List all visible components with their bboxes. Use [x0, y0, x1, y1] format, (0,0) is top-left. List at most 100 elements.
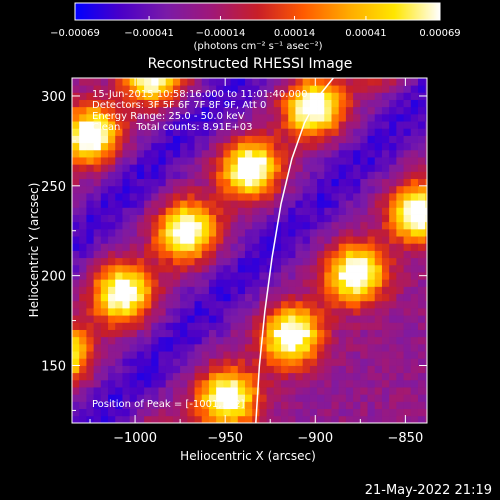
- heatmap-cell: [281, 164, 289, 172]
- heatmap-cell: [172, 135, 181, 144]
- heatmap-cell: [230, 394, 239, 402]
- heatmap-cell: [309, 243, 318, 251]
- heatmap-cell: [93, 221, 102, 230]
- heatmap-cell: [417, 78, 426, 86]
- heatmap-cell: [244, 185, 253, 194]
- heatmap-cell: [158, 315, 167, 323]
- heatmap-cell: [165, 135, 174, 144]
- heatmap-cell: [367, 394, 376, 402]
- heatmap-cell: [100, 358, 109, 366]
- heatmap-cell: [237, 387, 246, 395]
- heatmap-cell: [309, 264, 318, 273]
- heatmap-cell: [266, 286, 275, 295]
- heatmap-cell: [129, 128, 138, 136]
- heatmap-cell: [331, 343, 340, 352]
- heatmap-cell: [338, 365, 347, 374]
- heatmap-cell: [396, 185, 404, 194]
- heatmap-cell: [331, 272, 340, 280]
- heatmap-cell: [79, 149, 87, 158]
- heatmap-cell: [115, 78, 123, 86]
- heatmap-cell: [237, 372, 246, 381]
- heatmap-cell: [374, 178, 383, 187]
- heatmap-cell: [417, 329, 426, 338]
- heatmap-cell: [302, 121, 311, 129]
- heatmap-cell: [79, 343, 87, 352]
- heatmap-cell: [201, 279, 210, 287]
- heatmap-cell: [100, 78, 109, 86]
- heatmap-cell: [288, 243, 296, 251]
- heatmap-cell: [93, 228, 102, 237]
- heatmap-cell: [367, 315, 376, 323]
- heatmap-cell: [259, 78, 268, 86]
- heatmap-cell: [201, 221, 210, 230]
- heatmap-cell: [244, 358, 253, 366]
- heatmap-cell: [309, 293, 318, 302]
- heatmap-cell: [288, 358, 296, 366]
- heatmap-cell: [281, 415, 289, 423]
- heatmap-cell: [374, 272, 383, 280]
- heatmap-cell: [216, 372, 224, 381]
- heatmap-cell: [230, 343, 239, 352]
- heatmap-cell: [115, 193, 123, 201]
- heatmap-cell: [302, 372, 311, 381]
- heatmap-cell: [302, 365, 311, 374]
- heatmap-cell: [403, 264, 412, 273]
- heatmap-cell: [266, 329, 275, 338]
- heatmap-cell: [72, 379, 80, 388]
- heatmap-cell: [208, 99, 217, 108]
- heatmap-cell: [273, 279, 282, 287]
- heatmap-cell: [79, 157, 87, 165]
- heatmap-cell: [266, 408, 275, 417]
- heatmap-cell: [93, 315, 102, 323]
- heatmap-cell: [136, 92, 145, 100]
- heatmap-cell: [389, 135, 397, 144]
- heatmap-cell: [100, 135, 109, 144]
- heatmap-cell: [360, 286, 368, 295]
- heatmap-cell: [338, 329, 347, 338]
- heatmap-cell: [115, 351, 123, 359]
- heatmap-cell: [79, 408, 87, 417]
- heatmap-cell: [79, 308, 87, 316]
- heatmap-cell: [208, 171, 217, 180]
- heatmap-cell: [108, 308, 116, 316]
- heatmap-cell: [302, 272, 311, 280]
- heatmap-cell: [144, 178, 152, 187]
- heatmap-cell: [389, 193, 397, 201]
- heatmap-cell: [259, 379, 268, 388]
- heatmap-cell: [338, 106, 347, 115]
- heatmap-cell: [295, 308, 304, 316]
- heatmap-cell: [309, 365, 318, 374]
- heatmap-cell: [266, 121, 275, 129]
- heatmap-cell: [230, 264, 239, 273]
- heatmap-cell: [360, 135, 368, 144]
- heatmap-cell: [122, 193, 131, 201]
- heatmap-cell: [338, 185, 347, 194]
- heatmap-cell: [367, 365, 376, 374]
- heatmap-cell: [194, 200, 203, 208]
- heatmap-cell: [288, 257, 296, 266]
- heatmap-cell: [187, 394, 195, 402]
- heatmap-cell: [115, 171, 123, 180]
- heatmap-cell: [273, 78, 282, 86]
- heatmap-cell: [259, 286, 268, 295]
- heatmap-cell: [266, 401, 275, 410]
- heatmap-cell: [136, 264, 145, 273]
- heatmap-cell: [345, 178, 354, 187]
- heatmap-cell: [180, 221, 188, 230]
- heatmap-cell: [425, 178, 427, 187]
- heatmap-cell: [374, 106, 383, 115]
- heatmap-cell: [302, 351, 311, 359]
- heatmap-cell: [93, 365, 102, 374]
- heatmap-cell: [79, 243, 87, 251]
- heatmap-cell: [115, 358, 123, 366]
- heatmap-cell: [129, 379, 138, 388]
- heatmap-cell: [158, 214, 167, 223]
- heatmap-cell: [158, 99, 167, 108]
- heatmap-cell: [201, 415, 210, 423]
- heatmap-cell: [425, 286, 427, 295]
- heatmap-cell: [100, 250, 109, 259]
- heatmap-cell: [324, 315, 332, 323]
- heatmap-cell: [381, 113, 390, 122]
- heatmap-cell: [345, 315, 354, 323]
- heatmap-cell: [100, 193, 109, 201]
